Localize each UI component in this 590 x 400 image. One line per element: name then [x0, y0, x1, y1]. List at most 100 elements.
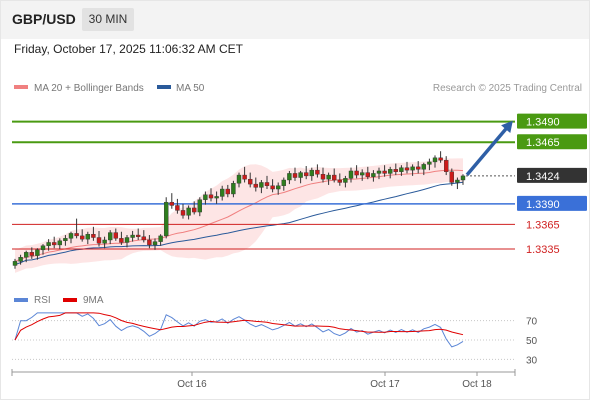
ma9-legend-label: 9MA: [83, 295, 104, 306]
ma9-legend-swatch: [63, 298, 77, 302]
candle-body: [35, 249, 40, 256]
candle-body: [74, 233, 79, 237]
candle-body: [309, 169, 314, 177]
candle-body: [388, 169, 393, 174]
ma50-legend-swatch: [157, 85, 171, 89]
ma20-line: [14, 169, 464, 262]
candle-body: [332, 174, 337, 181]
candle-body: [281, 179, 286, 186]
candle-body: [444, 160, 449, 172]
rsi-level-label: 50: [526, 336, 538, 347]
candle-body: [360, 172, 365, 176]
forecast-arrow: [465, 120, 513, 177]
level-tag-1.3490: [517, 113, 587, 129]
chart-legend: MA 20 + Bollinger Bands MA 50 Research ©…: [14, 83, 582, 94]
candle-body: [427, 161, 432, 165]
candle-body: [102, 239, 107, 244]
candle-body: [12, 261, 18, 266]
candle-body: [393, 169, 398, 172]
candle-body: [91, 234, 96, 238]
candle-body: [354, 170, 359, 176]
candle-body: [152, 241, 158, 246]
candle-body: [326, 174, 331, 180]
candlesticks: [12, 151, 466, 269]
candle-body: [214, 196, 219, 199]
candle-body: [186, 207, 191, 216]
symbol-label: GBP/USD: [12, 11, 76, 27]
research-credit: Research © 2025 Trading Central: [433, 83, 582, 94]
candle-body: [85, 234, 91, 240]
candle-body: [169, 201, 175, 206]
candle-body: [46, 242, 51, 246]
candle-body: [315, 169, 320, 175]
rsi-legend-label: RSI: [34, 295, 51, 306]
candle-body: [242, 174, 247, 180]
candle-body: [399, 167, 404, 172]
candle-body: [449, 171, 454, 183]
time-axis-label: Oct 17: [370, 379, 400, 390]
candle-body: [287, 173, 292, 181]
candle-body: [231, 183, 236, 195]
candle-body: [270, 185, 275, 190]
candle-body: [337, 179, 342, 183]
candle-body: [29, 252, 34, 256]
candle-body: [371, 173, 376, 177]
candle-body: [253, 183, 259, 188]
candle-body: [276, 185, 281, 190]
forecast-arrow-head: [501, 120, 513, 134]
current-price-tag: [517, 167, 587, 183]
ma50-line: [14, 181, 464, 266]
candle-body: [119, 238, 124, 243]
time-axis-label: Oct 18: [462, 379, 492, 390]
current-price-label: 1.3424: [526, 171, 560, 183]
candle-body: [348, 170, 354, 179]
level-label-1.3465: 1.3465: [526, 137, 560, 149]
candle-body: [180, 210, 186, 216]
candle-body: [259, 182, 264, 188]
candle-body: [24, 252, 29, 258]
candle-body: [124, 237, 130, 243]
rsi-ma-line: [14, 312, 464, 341]
level-label-1.3490: 1.3490: [526, 117, 560, 129]
candle-body: [320, 174, 326, 180]
level-label-1.3335: 1.3335: [526, 244, 560, 256]
candle-body: [130, 234, 135, 238]
ma50-legend-label: MA 50: [176, 83, 205, 94]
ma20-legend-swatch: [14, 85, 28, 89]
candle-body: [135, 234, 141, 237]
candle-body: [382, 170, 387, 174]
candle-body: [52, 242, 57, 246]
rsi-panel: 70 50 30: [12, 312, 538, 366]
candle-body: [410, 166, 415, 171]
candle-body: [421, 164, 426, 170]
candle-body: [298, 172, 303, 178]
candle-body: [365, 172, 370, 177]
candle-body: [208, 194, 214, 199]
time-axis-label: Oct 16: [177, 379, 207, 390]
level-tag-1.3465: [517, 134, 587, 150]
forecast-arrow-shaft: [465, 126, 509, 177]
candle-body: [40, 245, 46, 251]
candle-body: [63, 238, 68, 242]
moving-averages: [14, 169, 464, 266]
candle-body: [107, 232, 113, 241]
timeframe-button[interactable]: 30 MIN: [82, 8, 134, 31]
rsi-legend: RSI 9MA: [14, 295, 104, 306]
price-levels: [12, 120, 515, 250]
candle-body: [432, 157, 438, 163]
chart-datetime: Friday, October 17, 2025 11:06:32 AM CET: [14, 42, 244, 56]
candle-body: [18, 257, 23, 262]
candle-body: [225, 188, 231, 195]
candle-body: [292, 173, 298, 178]
candle-body: [147, 239, 152, 246]
candle-body: [191, 207, 197, 213]
candle-body: [158, 235, 163, 242]
rsi-line: [14, 312, 464, 348]
time-axis: Oct 16 Oct 17 Oct 18: [11, 369, 516, 390]
candle-body: [460, 175, 466, 181]
chart-header: GBP/USD 30 MIN: [1, 1, 589, 39]
candle-body: [175, 205, 180, 211]
candle-body: [304, 172, 309, 177]
candle-body: [264, 182, 270, 186]
